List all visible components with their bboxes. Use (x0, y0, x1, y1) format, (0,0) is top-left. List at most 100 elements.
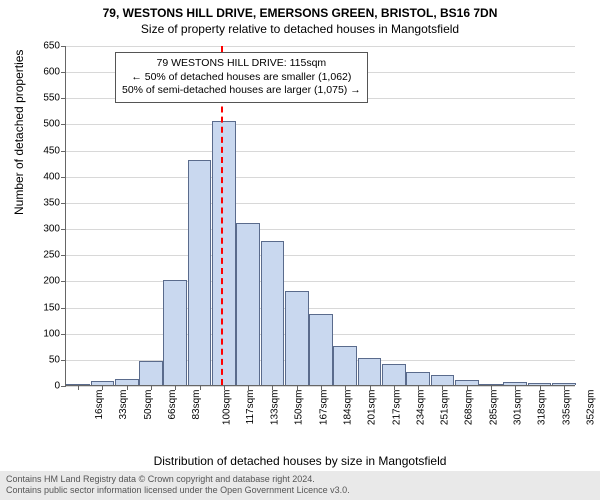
x-axis-label: Distribution of detached houses by size … (0, 454, 600, 468)
xtick-mark (540, 385, 541, 390)
gridline (66, 177, 575, 178)
xtick-mark (200, 385, 201, 390)
ytick-label: 600 (30, 67, 60, 78)
xtick-label: 251sqm (440, 390, 451, 426)
gridline (66, 229, 575, 230)
callout-box: 79 WESTONS HILL DRIVE: 115sqm ← 50% of d… (115, 52, 368, 103)
histogram-bar (236, 223, 260, 385)
xtick-mark (78, 385, 79, 390)
callout-line-3: 50% of semi-detached houses are larger (… (122, 84, 361, 98)
footer-attribution: Contains HM Land Registry data © Crown c… (0, 471, 600, 500)
xtick-label: 133sqm (270, 390, 281, 426)
histogram-bar (382, 364, 406, 385)
ytick-mark (61, 98, 66, 99)
ytick-mark (61, 360, 66, 361)
xtick-mark (467, 385, 468, 390)
ytick-label: 500 (30, 119, 60, 130)
xtick-label: 50sqm (143, 390, 154, 420)
xtick-mark (127, 385, 128, 390)
ytick-mark (61, 281, 66, 282)
xtick-label: 150sqm (294, 390, 305, 426)
xtick-label: 335sqm (561, 390, 572, 426)
histogram-bar (358, 358, 382, 385)
ytick-label: 100 (30, 328, 60, 339)
xtick-label: 268sqm (464, 390, 475, 426)
histogram-bar (285, 291, 309, 385)
ytick-label: 50 (30, 354, 60, 365)
xtick-label: 117sqm (245, 390, 256, 425)
ytick-label: 0 (30, 381, 60, 392)
gridline (66, 281, 575, 282)
xtick-label: 66sqm (167, 390, 178, 420)
histogram-bar (188, 160, 212, 385)
ytick-mark (61, 386, 66, 387)
gridline (66, 255, 575, 256)
histogram-bar (431, 375, 455, 385)
histogram-bar (212, 121, 236, 385)
ytick-mark (61, 46, 66, 47)
xtick-label: 184sqm (343, 390, 354, 426)
xtick-label: 16sqm (94, 390, 105, 420)
title-line-2: Size of property relative to detached ho… (0, 22, 600, 38)
chart-container: 79, WESTONS HILL DRIVE, EMERSONS GREEN, … (0, 0, 600, 500)
ytick-label: 450 (30, 145, 60, 156)
ytick-label: 250 (30, 250, 60, 261)
title-line-1: 79, WESTONS HILL DRIVE, EMERSONS GREEN, … (0, 6, 600, 22)
xtick-mark (224, 385, 225, 390)
gridline (66, 124, 575, 125)
ytick-mark (61, 255, 66, 256)
gridline (66, 308, 575, 309)
xtick-label: 201sqm (367, 390, 378, 426)
xtick-mark (248, 385, 249, 390)
histogram-bar (261, 241, 285, 385)
callout-line-2: ← 50% of detached houses are smaller (1,… (122, 71, 361, 85)
xtick-mark (394, 385, 395, 390)
ytick-mark (61, 334, 66, 335)
gridline (66, 151, 575, 152)
xtick-mark (321, 385, 322, 390)
chart-title-block: 79, WESTONS HILL DRIVE, EMERSONS GREEN, … (0, 0, 600, 37)
gridline (66, 46, 575, 47)
xtick-mark (151, 385, 152, 390)
xtick-label: 234sqm (415, 390, 426, 426)
callout-line-1: 79 WESTONS HILL DRIVE: 115sqm (122, 57, 361, 71)
xtick-label: 301sqm (513, 390, 524, 426)
histogram-bar (333, 346, 357, 385)
xtick-label: 352sqm (585, 390, 596, 426)
footer-line-1: Contains HM Land Registry data © Crown c… (6, 474, 594, 486)
ytick-mark (61, 124, 66, 125)
ytick-label: 650 (30, 41, 60, 52)
histogram-bar (163, 280, 187, 385)
xtick-label: 167sqm (318, 390, 329, 426)
xtick-mark (272, 385, 273, 390)
xtick-mark (442, 385, 443, 390)
ytick-mark (61, 229, 66, 230)
histogram-bar (406, 372, 430, 385)
xtick-label: 318sqm (537, 390, 548, 426)
xtick-mark (515, 385, 516, 390)
xtick-mark (370, 385, 371, 390)
xtick-mark (564, 385, 565, 390)
ytick-label: 350 (30, 197, 60, 208)
xtick-label: 33sqm (118, 390, 129, 420)
gridline (66, 203, 575, 204)
y-axis-label: Number of detached properties (12, 50, 26, 215)
histogram-bar (139, 361, 163, 385)
ytick-label: 200 (30, 276, 60, 287)
histogram-bar (309, 314, 333, 385)
footer-line-2: Contains public sector information licen… (6, 485, 594, 497)
xtick-mark (297, 385, 298, 390)
ytick-label: 150 (30, 302, 60, 313)
xtick-label: 285sqm (488, 390, 499, 426)
ytick-label: 300 (30, 224, 60, 235)
ytick-mark (61, 151, 66, 152)
ytick-mark (61, 177, 66, 178)
xtick-label: 217sqm (391, 390, 402, 426)
xtick-mark (418, 385, 419, 390)
xtick-mark (175, 385, 176, 390)
ytick-mark (61, 203, 66, 204)
ytick-mark (61, 72, 66, 73)
ytick-label: 550 (30, 93, 60, 104)
ytick-mark (61, 308, 66, 309)
xtick-mark (345, 385, 346, 390)
